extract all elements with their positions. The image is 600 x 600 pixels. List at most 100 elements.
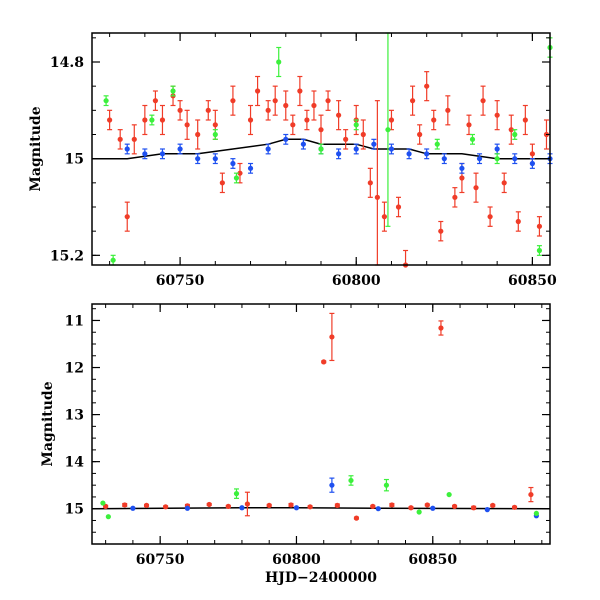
blue-point [142, 151, 148, 157]
red-point [329, 334, 335, 340]
red-point [408, 505, 414, 511]
blue-point [529, 160, 535, 167]
green-point [212, 131, 218, 138]
red-point [177, 107, 183, 113]
red-point [431, 117, 437, 123]
blue-point [388, 146, 395, 152]
red-point [395, 204, 402, 210]
red-point [445, 107, 451, 113]
red-point [325, 98, 331, 104]
green-point [149, 117, 155, 123]
green-series [100, 475, 539, 520]
red-point [536, 223, 543, 229]
blue-series [130, 477, 539, 519]
blue-point [459, 165, 465, 171]
red-series [107, 71, 550, 268]
red-point [494, 112, 500, 118]
red-point [205, 107, 211, 113]
red-point [225, 503, 231, 509]
green-point [446, 491, 452, 498]
red-point [466, 122, 472, 128]
red-point [159, 117, 166, 123]
model-curve [92, 138, 550, 160]
y-tick-label: 13 [65, 408, 84, 424]
red-point [265, 107, 271, 113]
red-point [152, 98, 159, 104]
bottom-data-marks [91, 312, 551, 521]
red-point [321, 359, 327, 365]
blue-point [239, 505, 245, 511]
red-point [318, 127, 324, 133]
red-point [117, 136, 123, 142]
red-point [266, 502, 272, 509]
red-point [389, 502, 395, 508]
red-point [206, 501, 212, 508]
red-point [424, 502, 430, 508]
red-point [471, 505, 477, 511]
red-point [297, 88, 303, 94]
green-point [536, 247, 543, 254]
red-point [184, 122, 190, 128]
red-point [511, 504, 518, 510]
green-point [105, 514, 111, 520]
green-point [434, 141, 440, 147]
blue-point [494, 146, 500, 152]
y-tick-label: 11 [65, 313, 84, 329]
blue-point [212, 156, 218, 162]
red-point [122, 502, 128, 508]
red-point [424, 83, 430, 89]
bottom-plot-frame [91, 303, 551, 545]
blue-point [159, 151, 166, 157]
red-point [451, 503, 458, 509]
red-point [142, 117, 148, 123]
red-point [288, 502, 294, 508]
top-ticks: 60750 60800 60850 14.8 15 15.2 [50, 33, 557, 289]
green-point [533, 510, 539, 517]
green-point [170, 88, 176, 94]
x-tick-label: 60750 [156, 273, 205, 289]
green-point [103, 98, 109, 104]
red-point [244, 501, 250, 507]
red-point [459, 175, 465, 181]
green-point [353, 122, 359, 128]
blue-point [293, 505, 300, 511]
red-point [360, 131, 366, 138]
bottom-panel: 60750 60800 60850 11 12 13 14 15 Magnitude HJD−… [40, 303, 551, 586]
blue-point [300, 141, 306, 147]
red-point [473, 185, 479, 191]
blue-point [353, 146, 359, 152]
red-point [230, 98, 236, 104]
blue-point [430, 505, 436, 511]
blue-point [336, 151, 342, 157]
red-point [272, 98, 278, 104]
blue-point [247, 165, 254, 171]
blue-point [484, 507, 490, 513]
top-data-marks [92, 32, 553, 268]
blue-point [406, 151, 412, 157]
red-point [247, 117, 254, 123]
red-point [417, 131, 423, 138]
x-tick-label: 60850 [508, 273, 557, 289]
green-point [494, 156, 500, 162]
red-point [254, 88, 261, 94]
red-point [438, 325, 444, 331]
y-tick-label: 12 [65, 361, 84, 377]
green-series [103, 32, 553, 266]
x-tick-label: 60800 [272, 552, 321, 568]
bottom-y-axis-label: Magnitude [40, 381, 56, 466]
green-point [276, 59, 282, 65]
blue-point [230, 160, 236, 167]
blue-point [371, 141, 377, 147]
y-tick-label: 15 [65, 502, 84, 518]
y-tick-label: 14.8 [50, 55, 84, 71]
top-panel: 60750 60800 60850 14.8 15 15.2 Magnitude [28, 32, 557, 289]
green-point [469, 136, 476, 142]
blue-point [130, 505, 136, 511]
red-point [480, 98, 486, 104]
red-point [501, 180, 507, 186]
green-point [100, 500, 106, 506]
red-point [237, 170, 243, 176]
blue-point [195, 156, 201, 162]
red-point [353, 515, 360, 521]
